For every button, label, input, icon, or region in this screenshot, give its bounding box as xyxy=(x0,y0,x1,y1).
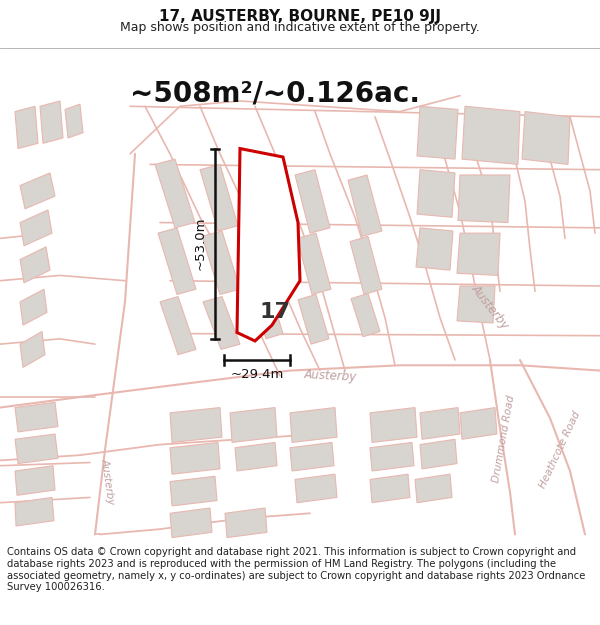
Polygon shape xyxy=(225,508,267,538)
Polygon shape xyxy=(248,164,283,228)
Polygon shape xyxy=(416,228,453,270)
Polygon shape xyxy=(295,170,330,233)
Polygon shape xyxy=(415,474,452,502)
Polygon shape xyxy=(298,294,329,344)
Polygon shape xyxy=(158,228,196,294)
Text: 17, AUSTERBY, BOURNE, PE10 9JJ: 17, AUSTERBY, BOURNE, PE10 9JJ xyxy=(159,9,441,24)
Polygon shape xyxy=(350,236,382,294)
Polygon shape xyxy=(20,173,55,209)
Text: ~53.0m: ~53.0m xyxy=(194,217,207,271)
Polygon shape xyxy=(20,210,52,246)
Text: Map shows position and indicative extent of the property.: Map shows position and indicative extent… xyxy=(120,21,480,34)
Polygon shape xyxy=(297,233,331,294)
Polygon shape xyxy=(522,111,570,164)
Polygon shape xyxy=(155,159,195,228)
Polygon shape xyxy=(252,288,283,339)
Polygon shape xyxy=(237,149,300,341)
Text: Austerby: Austerby xyxy=(303,368,357,384)
Text: ~29.4m: ~29.4m xyxy=(230,369,284,381)
Polygon shape xyxy=(417,106,458,159)
Polygon shape xyxy=(160,296,196,355)
Polygon shape xyxy=(458,175,510,222)
Polygon shape xyxy=(15,402,58,432)
Polygon shape xyxy=(15,106,38,149)
Polygon shape xyxy=(370,442,414,471)
Polygon shape xyxy=(235,442,277,471)
Polygon shape xyxy=(200,164,238,231)
Text: Contains OS data © Crown copyright and database right 2021. This information is : Contains OS data © Crown copyright and d… xyxy=(7,548,586,592)
Polygon shape xyxy=(170,508,212,538)
Polygon shape xyxy=(462,106,520,164)
Polygon shape xyxy=(15,466,55,495)
Polygon shape xyxy=(457,286,495,323)
Text: Austerby: Austerby xyxy=(100,458,116,506)
Polygon shape xyxy=(170,442,220,474)
Polygon shape xyxy=(65,104,83,138)
Polygon shape xyxy=(420,408,460,439)
Polygon shape xyxy=(230,408,277,442)
Polygon shape xyxy=(290,408,337,442)
Polygon shape xyxy=(15,498,54,526)
Polygon shape xyxy=(203,296,240,349)
Polygon shape xyxy=(202,231,240,294)
Text: Austerby: Austerby xyxy=(469,282,511,332)
Polygon shape xyxy=(40,101,63,143)
Polygon shape xyxy=(20,289,47,325)
Polygon shape xyxy=(20,331,45,367)
Text: Drummond Road: Drummond Road xyxy=(491,395,517,484)
Text: Heathcote Road: Heathcote Road xyxy=(538,410,582,490)
Polygon shape xyxy=(370,474,410,502)
Polygon shape xyxy=(170,408,222,442)
Polygon shape xyxy=(295,474,337,502)
Polygon shape xyxy=(348,175,382,236)
Text: ~508m²/~0.126ac.: ~508m²/~0.126ac. xyxy=(130,80,420,108)
Polygon shape xyxy=(417,170,455,217)
Polygon shape xyxy=(170,476,217,506)
Polygon shape xyxy=(370,408,417,442)
Polygon shape xyxy=(457,233,500,276)
Polygon shape xyxy=(290,442,334,471)
Polygon shape xyxy=(20,247,50,283)
Polygon shape xyxy=(250,228,285,286)
Polygon shape xyxy=(15,434,58,464)
Polygon shape xyxy=(460,408,497,439)
Polygon shape xyxy=(351,293,380,337)
Text: 17: 17 xyxy=(260,302,290,322)
Polygon shape xyxy=(420,439,457,469)
